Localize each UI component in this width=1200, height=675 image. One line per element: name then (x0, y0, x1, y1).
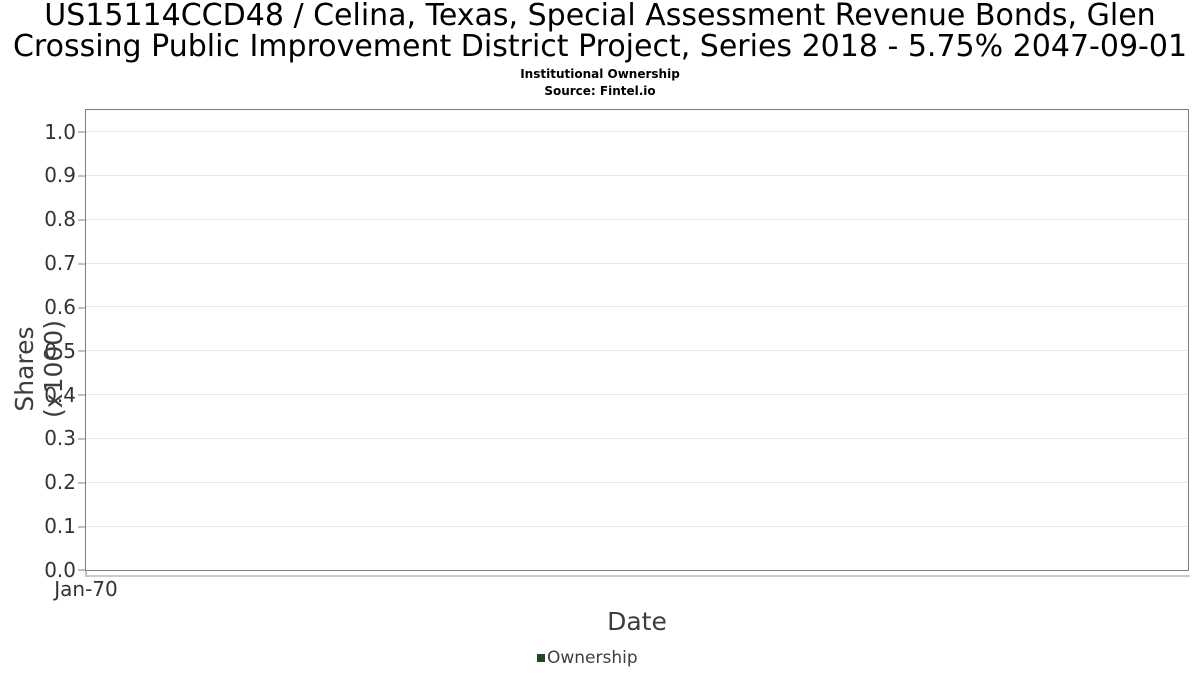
chart-title: US15114CCD48 / Celina, Texas, Special As… (12, 0, 1188, 64)
y-tick-label: 0.1 (44, 514, 76, 538)
chart-subtitle: Institutional Ownership (520, 67, 680, 81)
gridline (86, 438, 1188, 439)
y-tick-label: 0.8 (44, 207, 76, 231)
gridline (86, 306, 1188, 307)
y-tick-label: 0.9 (44, 163, 76, 187)
y-tick-mark (78, 219, 85, 221)
y-tick-label: 0.6 (44, 295, 76, 319)
x-tick-mark (85, 571, 87, 577)
gridline (86, 482, 1188, 483)
y-tick-mark (78, 569, 85, 571)
y-tick-mark (78, 263, 85, 265)
x-axis-line (85, 575, 1190, 577)
y-tick-mark (78, 175, 85, 177)
gridline (86, 175, 1188, 176)
y-tick-label: 0.3 (44, 426, 76, 450)
legend-item-ownership[interactable]: Ownership (537, 646, 638, 670)
x-tick-label: Jan-70 (54, 577, 118, 601)
y-tick-label: 0.5 (44, 339, 76, 363)
y-tick-label: 0.0 (44, 558, 76, 582)
gridline (86, 394, 1188, 395)
y-tick-mark (78, 307, 85, 309)
y-tick-mark (78, 526, 85, 528)
y-tick-label: 0.2 (44, 470, 76, 494)
y-tick-mark (78, 394, 85, 396)
gridline (86, 263, 1188, 264)
y-tick-label: 0.7 (44, 251, 76, 275)
gridline (86, 131, 1188, 132)
gridline (86, 526, 1188, 527)
y-tick-mark (78, 438, 85, 440)
y-tick-mark (78, 482, 85, 484)
y-tick-mark (78, 131, 85, 133)
x-axis-title: Date (607, 607, 667, 636)
y-tick-label: 1.0 (44, 120, 76, 144)
legend-label: Ownership (547, 648, 638, 668)
y-tick-mark (78, 350, 85, 352)
gridline (86, 219, 1188, 220)
y-axis-title: Shares (x1000) (10, 320, 68, 418)
chart-source: Source: Fintel.io (544, 84, 656, 98)
legend-marker-icon (537, 654, 545, 662)
y-tick-label: 0.4 (44, 383, 76, 407)
plot-area (85, 109, 1189, 571)
gridline (86, 350, 1188, 351)
